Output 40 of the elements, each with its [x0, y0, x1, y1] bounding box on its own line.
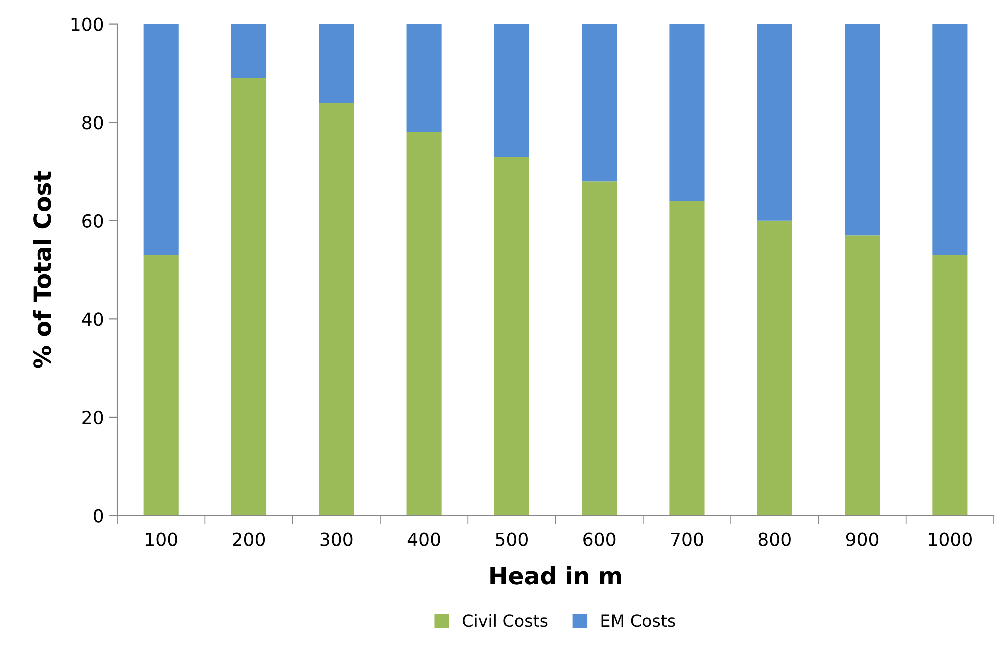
bar: [757, 24, 792, 221]
x-tick-label: 1000: [929, 532, 972, 546]
bar: [319, 24, 354, 103]
y-tick-label: 60: [82, 214, 104, 228]
x-tick-label: 700: [671, 532, 704, 546]
bar: [231, 24, 267, 78]
x-axis-title: Head in m: [490, 566, 622, 585]
bar: [845, 24, 880, 236]
bar: [670, 24, 705, 202]
bar: [670, 201, 705, 516]
bar: [144, 24, 179, 256]
bar: [932, 255, 968, 516]
bar: [757, 220, 792, 516]
x-tick-label: 400: [408, 532, 440, 546]
y-tick-label: 100: [72, 18, 104, 32]
x-tick-label: 900: [846, 532, 879, 546]
y-axis-title: % of Total Cost: [33, 171, 52, 368]
bar: [406, 24, 442, 132]
x-tick-label: 200: [233, 532, 266, 546]
bar: [582, 24, 618, 182]
legend-label: EM Costs: [602, 614, 676, 628]
x-tick-label: 600: [584, 532, 616, 546]
y-tick-label: 40: [82, 312, 104, 326]
bar: [845, 236, 880, 516]
bar: [144, 255, 179, 516]
bar: [582, 182, 618, 516]
bar: [231, 78, 267, 516]
y-tick-label: 20: [82, 410, 104, 425]
y-tick-label: 0: [94, 509, 104, 523]
x-tick-label: 500: [496, 532, 528, 546]
x-tick-label: 100: [146, 532, 178, 546]
x-tick-label: 800: [758, 532, 791, 546]
legend-label: Civil Costs: [463, 614, 548, 628]
y-tick-label: 80: [82, 116, 104, 130]
bar: [494, 24, 530, 157]
bar: [932, 24, 968, 256]
bar: [406, 132, 442, 516]
bar: [494, 156, 530, 516]
bar: [319, 102, 354, 516]
x-tick-label: 300: [320, 532, 353, 546]
